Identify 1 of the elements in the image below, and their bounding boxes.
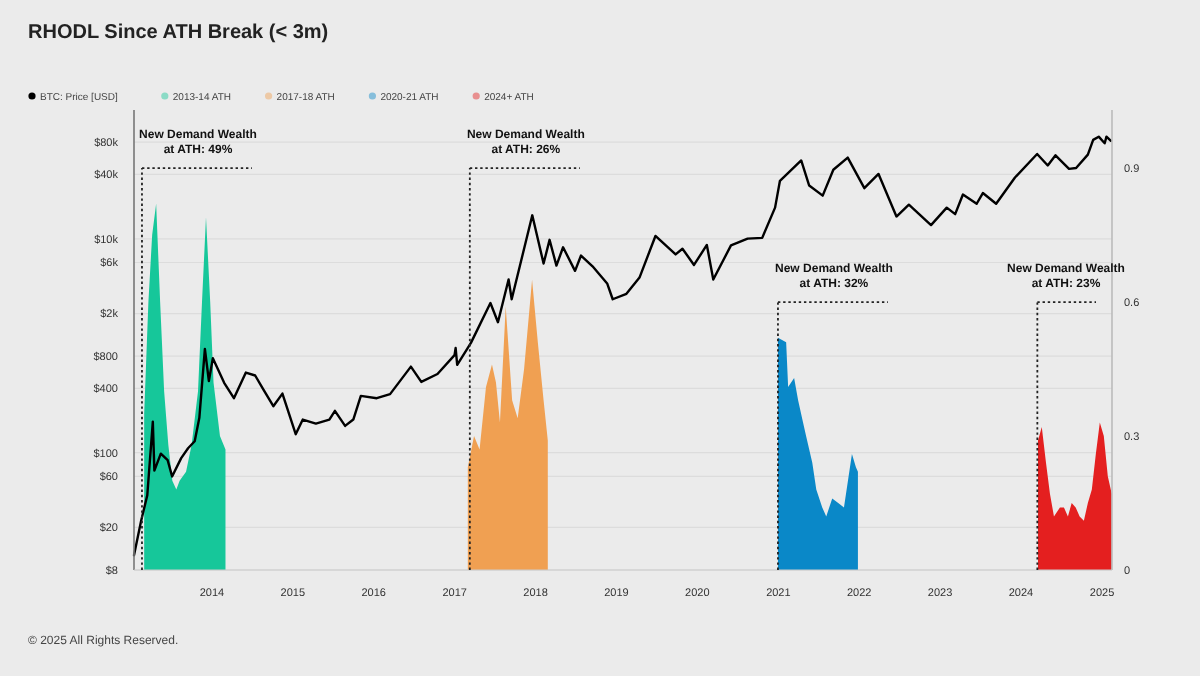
chart-title: RHODL Since ATH Break (< 3m) [28,22,329,44]
